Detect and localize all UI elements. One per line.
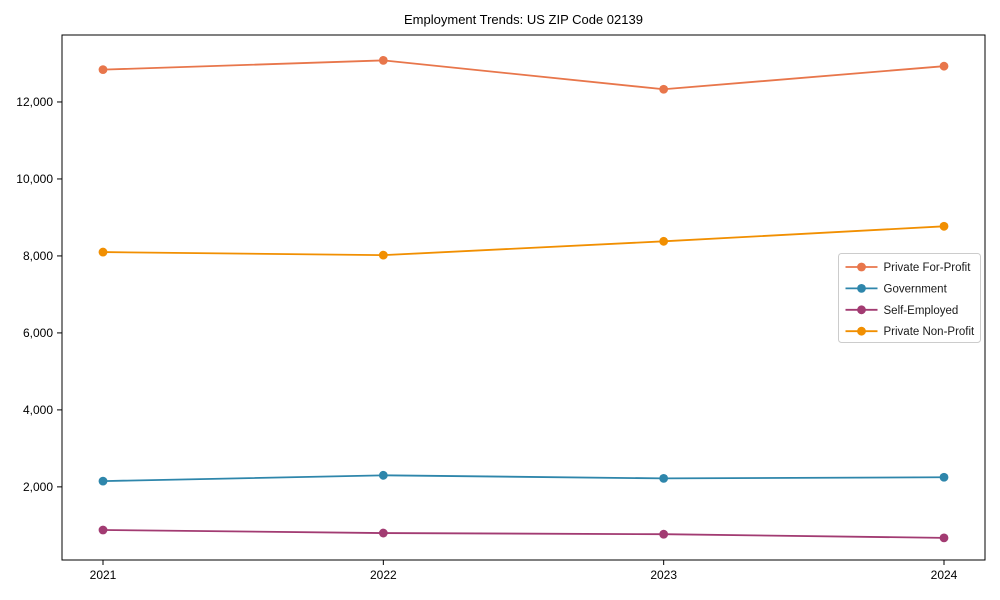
data-point-marker — [378, 250, 388, 260]
legend-label: Private For-Profit — [884, 262, 972, 274]
data-point-marker — [378, 56, 388, 65]
data-point-marker — [659, 474, 669, 483]
legend-sample-marker — [857, 284, 866, 293]
data-point-marker — [659, 236, 669, 246]
plot-border — [61, 34, 986, 561]
y-tick-label: 4,000 — [23, 403, 53, 417]
data-point-marker — [98, 247, 108, 257]
chart-canvas: 2,000 4,000 6,000 8,000 10,000 12,000 2021 2022… — [16, 34, 986, 582]
x-tick-label: 2022 — [370, 568, 397, 582]
series-private-non-profit — [98, 221, 949, 260]
x-tick-label: 2023 — [650, 568, 677, 582]
series-line — [102, 225, 945, 257]
y-tick-label: 2,000 — [23, 480, 53, 494]
legend: Private For-Profit Government Self-Employe… — [838, 253, 981, 343]
x-tick-label: 2024 — [931, 568, 958, 582]
data-point-marker — [659, 529, 669, 539]
y-tick-label: 6,000 — [23, 326, 53, 340]
legend-sample-marker — [857, 326, 866, 336]
data-point-marker — [939, 61, 949, 71]
series-government — [98, 470, 949, 486]
x-tick-label: 2021 — [90, 568, 117, 582]
series-private-for-profit — [98, 56, 949, 94]
y-axis: 2,000 4,000 6,000 8,000 10,000 12,000 — [16, 95, 62, 494]
legend-label: Private Non-Profit — [884, 326, 976, 338]
data-point-marker — [98, 525, 108, 535]
data-point-marker — [98, 65, 108, 75]
data-point-marker — [378, 470, 388, 480]
y-tick-label: 8,000 — [23, 249, 53, 263]
data-point-marker — [939, 221, 949, 231]
series-line — [102, 474, 945, 482]
x-axis: 2021 2022 2023 2024 — [90, 560, 958, 582]
data-point-marker — [98, 476, 108, 486]
legend-sample-marker — [857, 305, 866, 315]
legend-sample-marker — [857, 262, 866, 272]
legend-label: Government — [884, 283, 948, 295]
y-tick-label: 12,000 — [16, 95, 53, 109]
axes — [61, 34, 986, 561]
data-point-marker — [939, 472, 949, 482]
data-point-marker — [659, 84, 669, 94]
series-line — [102, 59, 945, 91]
chart-title: Employment Trends: US ZIP Code 02139 — [404, 12, 643, 27]
data-point-marker — [939, 533, 949, 543]
legend-box — [838, 253, 981, 343]
series-self-employed — [98, 525, 949, 543]
series-line — [102, 529, 945, 539]
data-point-marker — [378, 528, 388, 538]
y-tick-label: 10,000 — [16, 172, 53, 186]
legend-label: Self-Employed — [884, 305, 959, 317]
